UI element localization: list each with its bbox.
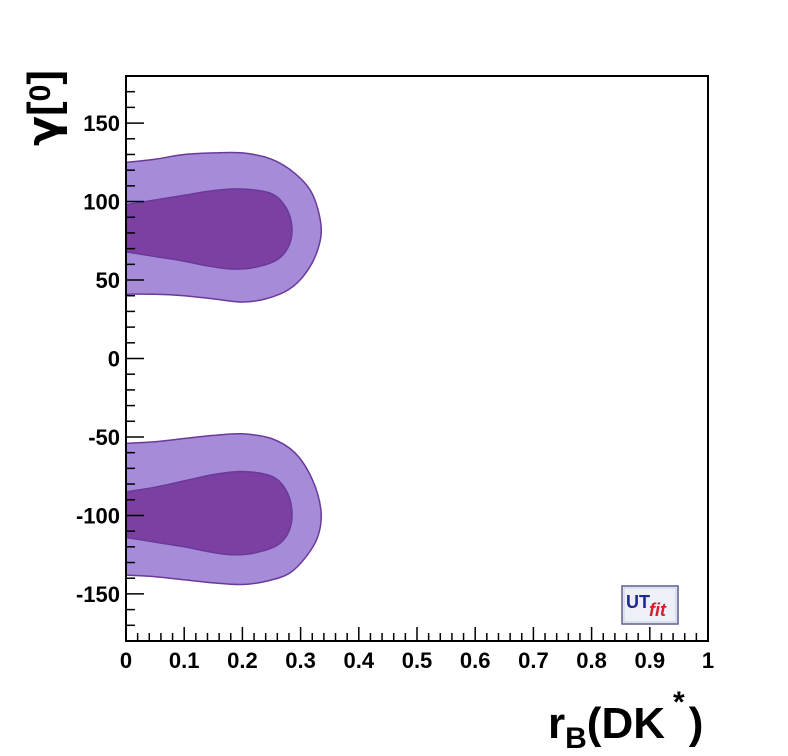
x-tick-label: 0.5	[402, 648, 433, 673]
y-tick-labels: 150 100 50 0 -50 -100 -150	[76, 111, 120, 607]
x-axis-title-close: )	[689, 699, 704, 748]
x-tick-label: 0.3	[285, 648, 316, 673]
y-tick-label: 50	[96, 268, 120, 293]
y-tick-label: 150	[83, 111, 120, 136]
x-axis-title-paren: (DK	[587, 699, 665, 748]
x-tick-label: 0.2	[227, 648, 258, 673]
utfit-logo: UT fit	[621, 585, 679, 625]
x-tick-label: 0.9	[635, 648, 666, 673]
y-axis-title: γ[0]	[18, 70, 69, 146]
y-tick-label: 100	[83, 190, 120, 215]
y-axis-title-sup: 0	[24, 85, 57, 102]
y-tick-label: -150	[76, 582, 120, 607]
x-axis-title-sub: B	[565, 722, 587, 755]
logo-text-ut: UT	[626, 592, 650, 612]
x-tick-label: 0.4	[344, 648, 375, 673]
logo-text-fit: fit	[649, 600, 667, 620]
x-tick-label: 1	[702, 648, 714, 673]
contour-region-inner-3	[125, 470, 293, 556]
x-axis-title-main: r	[548, 699, 565, 748]
contour-regions	[125, 151, 323, 586]
y-tick-label: -100	[76, 503, 120, 528]
y-axis-title-bracket-open: [	[19, 101, 68, 116]
x-axis-title-sup: *	[673, 686, 685, 719]
x-tick-label: 0.7	[518, 648, 549, 673]
plot-frame	[125, 75, 709, 642]
x-tick-label: 0.6	[460, 648, 491, 673]
x-axis-title: rB(DK *)	[548, 686, 703, 755]
x-tick-labels: 0 0.1 0.2 0.3 0.4 0.5 0.6 0.7 0.8 0.9 1	[120, 648, 714, 673]
x-tick-label: 0	[120, 648, 132, 673]
y-tick-label: -50	[88, 425, 120, 450]
y-tick-label: 0	[108, 347, 120, 372]
x-tick-label: 0.1	[169, 648, 200, 673]
contour-region-inner-1	[125, 188, 293, 270]
y-axis-title-main: γ	[18, 116, 69, 146]
y-axis-title-bracket-close: ]	[19, 70, 68, 85]
x-tick-label: 0.8	[576, 648, 607, 673]
